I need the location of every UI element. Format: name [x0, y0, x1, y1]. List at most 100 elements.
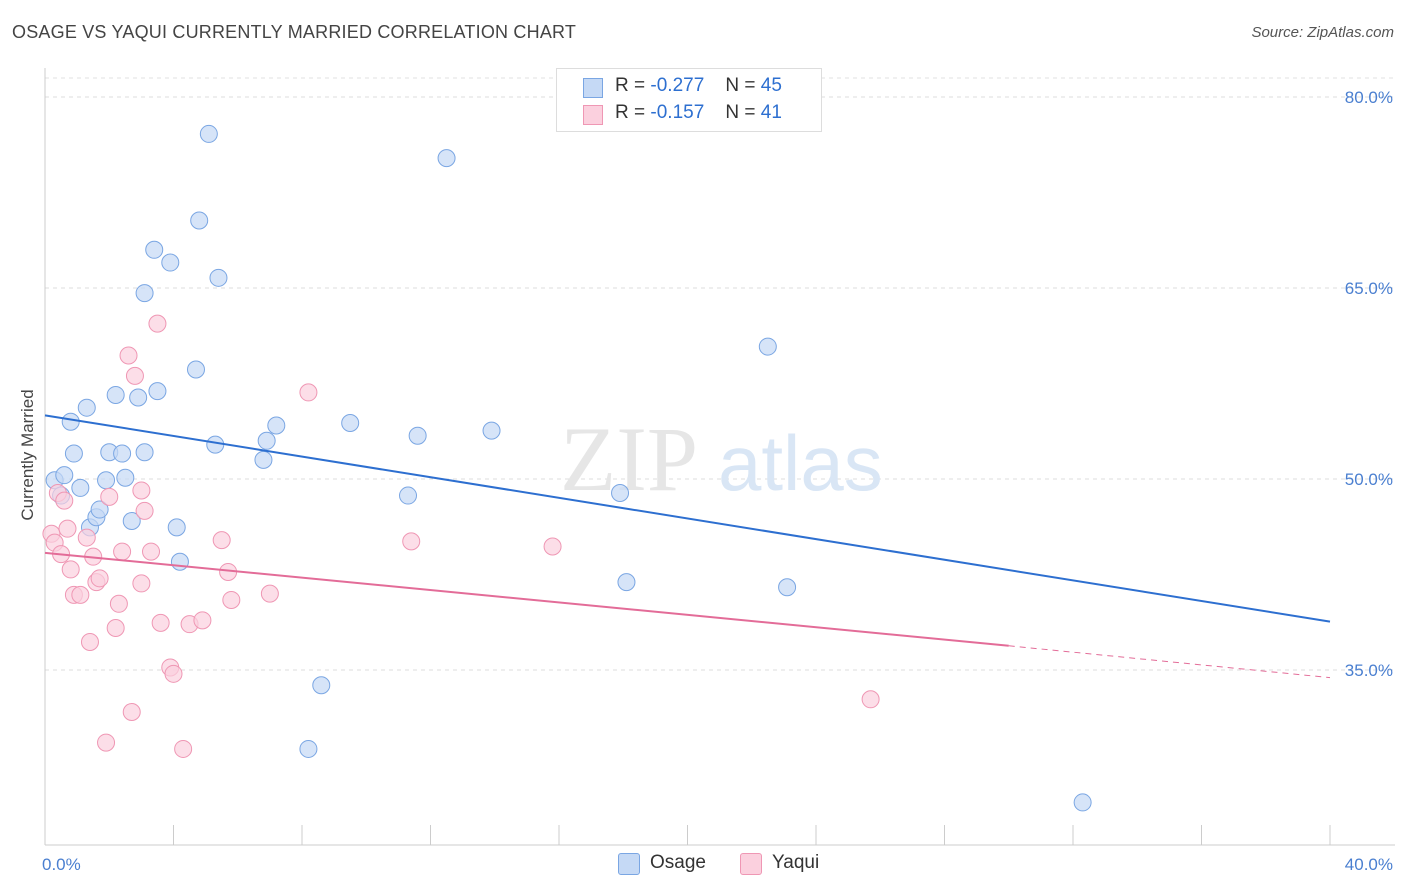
yaqui-point: [861, 690, 880, 709]
osage-point: [199, 124, 218, 143]
yaqui-n-value: 41: [760, 102, 782, 123]
watermark: ZIP atlas: [560, 408, 883, 510]
yaqui-point: [106, 618, 125, 637]
yaqui-point: [174, 739, 193, 758]
osage-point: [61, 412, 80, 431]
stats-box: R = -0.277 N = 45 R = -0.157 N = 41: [556, 68, 822, 132]
osage-point: [116, 468, 135, 487]
osage-point: [106, 385, 125, 404]
source-note: Source: ZipAtlas.com: [1251, 24, 1394, 41]
yaqui-point: [97, 733, 116, 752]
osage-point: [611, 484, 630, 503]
osage-point: [55, 466, 74, 485]
osage-r-label: R =: [615, 75, 646, 96]
yaqui-point: [142, 542, 161, 561]
yaqui-point: [100, 487, 119, 506]
osage-point: [617, 573, 636, 592]
osage-point: [437, 149, 456, 168]
yaqui-point: [132, 481, 151, 500]
yaqui-point: [222, 590, 241, 609]
osage-point: [778, 578, 797, 597]
yaqui-point: [402, 532, 421, 551]
osage-point: [341, 413, 360, 432]
yaqui-point: [113, 542, 132, 561]
yaqui-point: [135, 501, 154, 520]
osage-point: [399, 486, 418, 505]
yaqui-point: [80, 632, 99, 651]
osage-n-value: 45: [760, 75, 782, 96]
legend-osage-label: Osage: [650, 852, 706, 873]
yaqui-point: [193, 611, 212, 630]
yaqui-trend-line: [44, 551, 1009, 647]
osage-trend-line: [44, 414, 1331, 623]
osage-point: [122, 512, 141, 531]
osage-n-label: N =: [725, 75, 756, 96]
legend: Osage Yaqui: [0, 852, 1406, 878]
osage-point: [135, 443, 154, 462]
trend-lines: [44, 414, 1331, 679]
osage-r-value: -0.277: [650, 75, 705, 96]
yaqui-point: [109, 594, 128, 613]
y-tick-label: 50.0%: [1345, 470, 1393, 489]
yaqui-r-value: -0.157: [650, 102, 705, 123]
axes: [44, 68, 1395, 846]
tick-labels: 80.0% 65.0% 50.0% 35.0% 0.0% 40.0%: [42, 88, 1393, 874]
osage-point: [129, 388, 148, 407]
osage-point: [90, 500, 109, 519]
osage-point: [145, 240, 164, 259]
yaqui-point: [77, 528, 96, 547]
yaqui-point: [61, 560, 80, 579]
osage-point: [408, 426, 427, 445]
y-tick-label: 65.0%: [1345, 279, 1393, 298]
grid-lines: [45, 77, 1395, 671]
osage-point: [170, 552, 189, 571]
legend-osage-swatch: [618, 853, 640, 875]
osage-point: [299, 739, 318, 758]
osage-point: [482, 421, 501, 440]
osage-point: [1073, 793, 1092, 812]
yaqui-trend-extension: [1008, 645, 1331, 679]
osage-point: [135, 284, 154, 303]
osage-point: [257, 431, 276, 450]
watermark-atlas: atlas: [718, 419, 883, 507]
yaqui-point: [543, 537, 562, 556]
y-tick-label: 80.0%: [1345, 88, 1393, 107]
osage-point: [64, 444, 83, 463]
x-tick-label: 40.0%: [1345, 855, 1393, 874]
legend-yaqui-label: Yaqui: [772, 852, 820, 873]
osage-point: [312, 676, 331, 695]
yaqui-point: [122, 703, 141, 722]
yaqui-point: [119, 346, 138, 365]
yaqui-point: [58, 519, 77, 538]
yaqui-point: [132, 574, 151, 593]
y-tick-label: 35.0%: [1345, 661, 1393, 680]
yaqui-point: [164, 664, 183, 683]
yaqui-swatch: [583, 105, 603, 125]
osage-point: [161, 253, 180, 272]
osage-point: [167, 518, 186, 537]
osage-point: [186, 360, 205, 379]
yaqui-point: [90, 569, 109, 588]
legend-yaqui-swatch: [740, 853, 762, 875]
yaqui-point: [299, 383, 318, 402]
osage-point: [758, 337, 777, 356]
osage-swatch: [583, 78, 603, 98]
yaqui-point: [151, 613, 170, 632]
x-tick-label: 0.0%: [42, 855, 81, 874]
yaqui-point: [71, 585, 90, 604]
yaqui-point: [212, 531, 231, 550]
osage-point: [77, 398, 96, 417]
osage-point: [209, 268, 228, 287]
osage-point: [190, 211, 209, 230]
data-points: [42, 124, 1092, 812]
osage-point: [267, 416, 286, 435]
yaqui-point: [125, 366, 144, 385]
osage-point: [97, 471, 116, 490]
yaqui-r-label: R =: [615, 102, 646, 123]
yaqui-point: [55, 491, 74, 510]
chart-title: OSAGE VS YAQUI CURRENTLY MARRIED CORRELA…: [12, 22, 577, 42]
osage-point: [148, 382, 167, 401]
osage-point: [254, 450, 273, 469]
osage-point: [113, 444, 132, 463]
